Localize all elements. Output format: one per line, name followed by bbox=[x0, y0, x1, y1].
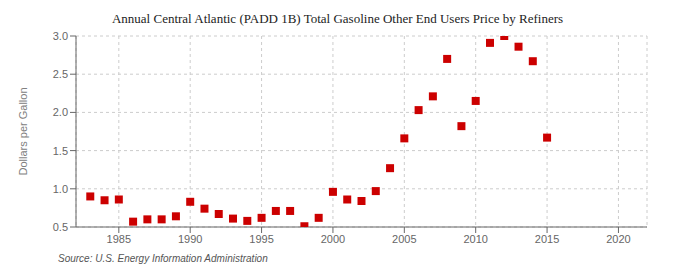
svg-text:2.5: 2.5 bbox=[53, 68, 68, 80]
svg-text:2010: 2010 bbox=[463, 233, 487, 245]
svg-text:1985: 1985 bbox=[107, 233, 131, 245]
svg-text:1990: 1990 bbox=[178, 233, 202, 245]
svg-text:0.5: 0.5 bbox=[53, 221, 68, 233]
html-text:Source: U.S. Energy Informatio: Source: U.S. Energy Information Administ… bbox=[58, 253, 268, 264]
svg-text:2000: 2000 bbox=[321, 233, 345, 245]
svg-text:1.0: 1.0 bbox=[53, 183, 68, 195]
svg-text:1995: 1995 bbox=[249, 233, 273, 245]
svg-text:2015: 2015 bbox=[535, 233, 559, 245]
svg-text:1.5: 1.5 bbox=[53, 145, 68, 157]
svg-text:Dollars per Gallon: Dollars per Gallon bbox=[17, 87, 29, 175]
svg-text:2020: 2020 bbox=[606, 233, 630, 245]
svg-text:2005: 2005 bbox=[392, 233, 416, 245]
svg-text:2.0: 2.0 bbox=[53, 106, 68, 118]
html-text:Annual Central Atlantic (PADD: Annual Central Atlantic (PADD 1B) Total … bbox=[111, 11, 564, 26]
svg-text:3.0: 3.0 bbox=[53, 30, 68, 42]
